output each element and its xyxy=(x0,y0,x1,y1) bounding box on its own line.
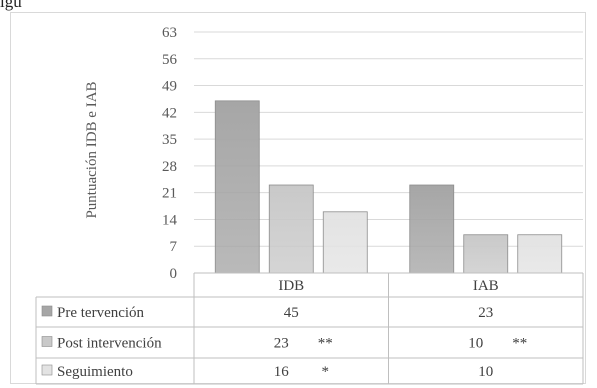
x-tick-label: IDB xyxy=(278,278,304,294)
bar-iab-series-3 xyxy=(517,234,563,274)
y-tick-label: 0 xyxy=(170,266,178,282)
legend-entry: Post intervención xyxy=(57,336,162,352)
data-label: 16 xyxy=(274,364,290,380)
y-tick-label: 49 xyxy=(162,79,177,95)
x-tick-label: IAB xyxy=(473,278,499,294)
legend-swatch xyxy=(41,305,53,317)
bar-iab-series-1 xyxy=(409,184,455,274)
legend-swatch xyxy=(41,364,53,376)
y-tick-label: 35 xyxy=(162,132,177,148)
y-tick-label: 7 xyxy=(170,239,178,255)
significance-mark: * xyxy=(322,364,330,380)
data-label: 45 xyxy=(284,305,299,321)
bars xyxy=(214,100,563,274)
y-tick-label: 42 xyxy=(162,105,177,121)
bar-idb-series-1 xyxy=(214,100,260,274)
y-axis-ticks: 0 7 14 21 28 35 42 49 56 63 xyxy=(162,25,178,282)
significance-mark: ** xyxy=(512,336,527,352)
data-label: 23 xyxy=(478,305,493,321)
cropped-caption-text: igu xyxy=(0,0,22,11)
data-label: 10 xyxy=(468,336,483,352)
significance-mark: ** xyxy=(318,336,333,352)
bar-iab-series-2 xyxy=(463,234,509,274)
y-tick-label: 14 xyxy=(162,212,178,228)
data-table: IDB IAB Pre tervención 45 23 Post intervenció… xyxy=(35,272,584,385)
data-label: 23 xyxy=(274,336,289,352)
y-axis-label: Puntuación IDB e IAB xyxy=(84,81,100,218)
y-tick-label: 56 xyxy=(162,52,178,68)
legend-swatch xyxy=(41,336,53,347)
data-label: 10 xyxy=(478,364,493,380)
legend-entry: Pre tervención xyxy=(57,305,145,321)
y-tick-label: 63 xyxy=(162,25,177,41)
y-tick-label: 21 xyxy=(162,186,177,202)
legend-entry: Seguimiento xyxy=(57,364,133,380)
bar-idb-series-2 xyxy=(268,184,314,274)
bar-idb-series-3 xyxy=(322,211,368,274)
y-tick-label: 28 xyxy=(162,159,177,175)
